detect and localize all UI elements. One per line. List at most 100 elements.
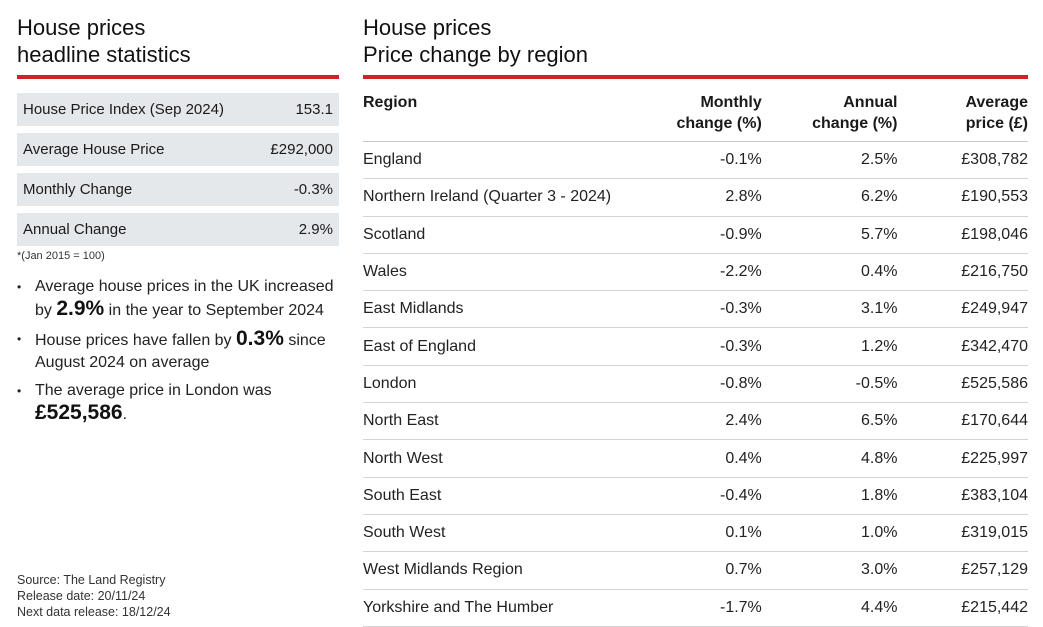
bullet-icon: •	[17, 332, 22, 346]
cell-region: Yorkshire and The Humber	[363, 589, 636, 627]
cell-monthly: -0.9%	[635, 216, 762, 254]
region-panel: House prices Price change by region Regi…	[363, 14, 1028, 627]
title-divider	[17, 75, 339, 79]
cell-price: £216,750	[897, 253, 1028, 292]
cell-region: South West	[363, 514, 636, 553]
table-row: South East -0.4% 1.8% £383,104	[363, 477, 1028, 515]
stat-row-annual-change: Annual Change 2.9%	[17, 213, 339, 246]
table-row: Scotland -0.9% 5.7% £198,046	[363, 216, 1028, 254]
table-row: North East 2.4% 6.5% £170,644	[363, 402, 1028, 441]
cell-annual: 3.0%	[761, 551, 898, 590]
cell-annual: 1.8%	[761, 477, 898, 515]
cell-region: East Midlands	[363, 290, 636, 329]
title-divider	[363, 75, 1028, 79]
cell-annual: 1.0%	[761, 514, 898, 553]
stat-value: 153.1	[295, 101, 333, 118]
cell-price: £257,129	[897, 551, 1028, 590]
stat-value: £292,000	[270, 141, 333, 158]
release-date: Release date: 20/11/24	[17, 589, 146, 603]
stat-label: Monthly Change	[23, 181, 133, 198]
cell-monthly: -0.4%	[635, 477, 762, 515]
cell-annual: 6.5%	[761, 402, 898, 441]
region-title: House prices Price change by region	[363, 14, 1028, 68]
cell-monthly: -0.3%	[635, 290, 762, 329]
bullet-icon: •	[17, 280, 22, 294]
cell-region: London	[363, 365, 636, 404]
cell-price: £190,553	[897, 178, 1028, 217]
cell-region: North East	[363, 402, 636, 441]
bullet-annual: • Average house prices in the UK increas…	[17, 278, 334, 320]
cell-annual: -0.5%	[761, 365, 898, 404]
cell-region: England	[363, 141, 636, 180]
cell-price: £170,644	[897, 402, 1028, 441]
cell-price: £225,997	[897, 439, 1028, 478]
stat-label: Average House Price	[23, 141, 165, 158]
cell-region: South East	[363, 477, 636, 515]
cell-region: Northern Ireland (Quarter 3 - 2024)	[363, 178, 636, 217]
cell-monthly: 2.8%	[635, 178, 762, 217]
summary-bullets: • Average house prices in the UK increas…	[17, 276, 339, 426]
headline-title-line2: headline statistics	[17, 42, 191, 67]
cell-monthly: -0.8%	[635, 365, 762, 404]
cell-price: £525,586	[897, 365, 1028, 404]
cell-monthly: -1.7%	[635, 589, 762, 627]
cell-price: £198,046	[897, 216, 1028, 254]
cell-monthly: -2.2%	[635, 253, 762, 292]
table-row: Northern Ireland (Quarter 3 - 2024) 2.8% 6…	[363, 178, 1028, 217]
cell-region: East of England	[363, 327, 636, 366]
headline-title-line1: House prices	[17, 15, 146, 40]
cell-monthly: 2.4%	[635, 402, 762, 441]
bullet-monthly: • House prices have fallen by 0.3% since…	[17, 327, 326, 372]
header-region: Region	[363, 89, 636, 142]
header-monthly: Monthly change (%)	[635, 89, 762, 142]
bullet-icon: •	[17, 384, 22, 398]
cell-monthly: -0.3%	[635, 327, 762, 366]
index-footnote: *(Jan 2015 = 100)	[17, 250, 105, 262]
bullet-london: • The average price in London was £525,5…	[17, 382, 272, 424]
cell-monthly: 0.7%	[635, 551, 762, 590]
table-row: England -0.1% 2.5% £308,782	[363, 141, 1028, 180]
cell-annual: 2.5%	[761, 141, 898, 180]
stats-list: House Price Index (Sep 2024) 153.1 Avera…	[17, 93, 339, 246]
cell-annual: 3.1%	[761, 290, 898, 329]
headline-title: House prices headline statistics	[17, 14, 339, 68]
cell-annual: 0.4%	[761, 253, 898, 292]
cell-annual: 5.7%	[761, 216, 898, 254]
cell-price: £319,015	[897, 514, 1028, 553]
region-title-line2: Price change by region	[363, 42, 589, 67]
source-notes: Source: The Land Registry Release date: …	[17, 572, 171, 620]
cell-monthly: 0.4%	[635, 439, 762, 478]
stat-value: 2.9%	[298, 221, 333, 238]
cell-price: £308,782	[897, 141, 1028, 180]
region-table: Region Monthly change (%) Annual change (%…	[363, 89, 1028, 627]
headline-panel: House prices headline statistics House P…	[17, 14, 339, 432]
cell-price: £215,442	[897, 589, 1028, 627]
bullet-highlight: 2.9%	[56, 297, 105, 320]
table-header-row: Region Monthly change (%) Annual change (%…	[363, 89, 1028, 142]
table-row: East of England -0.3% 1.2% £342,470	[363, 327, 1028, 366]
table-row: Wales -2.2% 0.4% £216,750	[363, 253, 1028, 292]
stat-value: -0.3%	[293, 181, 333, 198]
stat-row-monthly-change: Monthly Change -0.3%	[17, 173, 339, 206]
cell-annual: 4.4%	[761, 589, 898, 627]
cell-monthly: -0.1%	[635, 141, 762, 180]
table-row: London -0.8% -0.5% £525,586	[363, 365, 1028, 404]
cell-annual: 4.8%	[761, 439, 898, 478]
cell-region: Scotland	[363, 216, 636, 254]
table-row: East Midlands -0.3% 3.1% £249,947	[363, 290, 1028, 329]
cell-annual: 6.2%	[761, 178, 898, 217]
cell-annual: 1.2%	[761, 327, 898, 366]
bullet-highlight: 0.3%	[236, 327, 284, 350]
cell-price: £383,104	[897, 477, 1028, 515]
header-annual: Annual change (%)	[761, 89, 898, 142]
table-row: South West 0.1% 1.0% £319,015	[363, 514, 1028, 553]
cell-price: £249,947	[897, 290, 1028, 329]
cell-region: North West	[363, 439, 636, 478]
source-text: Source: The Land Registry	[17, 573, 166, 587]
stat-label: House Price Index (Sep 2024)	[23, 101, 224, 118]
bullet-highlight: £525,586	[35, 401, 123, 424]
stat-row-average-price: Average House Price £292,000	[17, 133, 339, 166]
table-row: Yorkshire and The Humber -1.7% 4.4% £215,44…	[363, 589, 1028, 627]
region-title-line1: House prices	[363, 15, 492, 40]
header-average-price: Average price (£)	[897, 89, 1028, 142]
